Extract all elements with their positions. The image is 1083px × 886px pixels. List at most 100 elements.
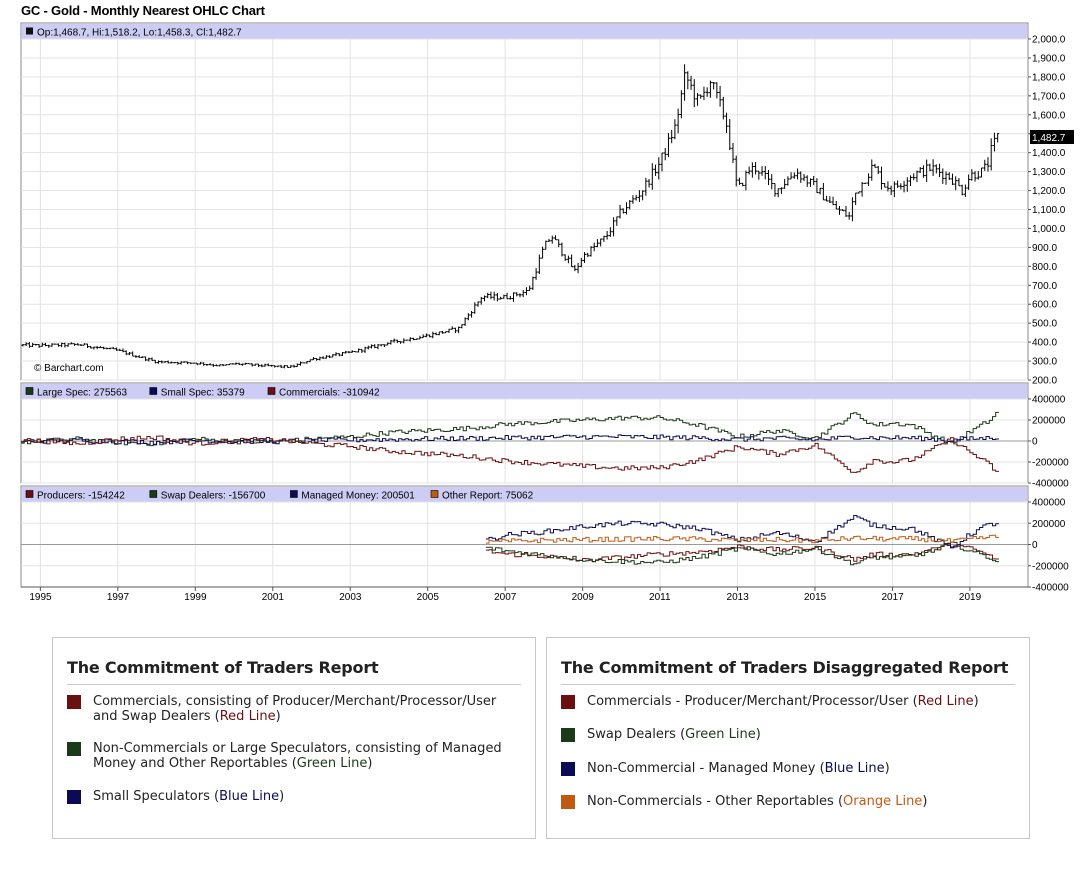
y-tick-label: 1,900.0 <box>1032 53 1066 64</box>
legend-text: Non-Commercial - Managed Money ( <box>587 761 825 776</box>
y-tick-label: 1,100.0 <box>1032 205 1066 216</box>
ohlc-bar <box>950 173 954 185</box>
legend-highlight: Blue Line <box>824 761 885 776</box>
panel-disagg: 400000 200000 0 -200000 -400000 Producers: -1… <box>20 485 1069 594</box>
disagg-legend-divider <box>561 684 1015 685</box>
y-tick-label: -400000 <box>1032 583 1069 594</box>
ohlc-bar <box>163 361 167 363</box>
y-tick-label: 400000 <box>1032 395 1066 406</box>
ohlc-bar <box>963 184 967 197</box>
price-info-label: Op:1,468.7, Hi:1,518.2, Lo:1,458.3, Cl:1… <box>37 28 242 39</box>
cot-legend-item: Non-Commercials or Large Speculators, co… <box>67 741 521 771</box>
ohlc-bar <box>263 363 267 367</box>
ohlc-bar <box>173 362 177 364</box>
cot-legend-item: Commercials, consisting of Producer/Merc… <box>67 694 521 724</box>
ohlc-bar <box>676 108 680 134</box>
ohlc-bar <box>579 257 583 268</box>
ohlc-bar <box>553 235 557 241</box>
ohlc-bar <box>144 356 148 362</box>
x-tick-label: 2007 <box>494 592 517 603</box>
ohlc-bar <box>944 171 948 185</box>
ohlc-bar <box>628 199 632 210</box>
ohlc-bar <box>702 86 706 101</box>
panel-header-bar <box>22 487 1027 502</box>
ohlc-bar <box>770 174 774 190</box>
disagg-legend-title: The Commitment of Traders Disaggregated … <box>561 658 1009 677</box>
ohlc-bar <box>796 168 800 180</box>
ohlc-bar <box>386 342 390 346</box>
ohlc-bar <box>980 167 984 178</box>
ohlc-bar <box>431 331 435 339</box>
ohlc-bar <box>602 235 606 242</box>
ohlc-bar <box>612 217 616 237</box>
ohlc-bar <box>111 346 115 350</box>
ohlc-bar <box>673 119 677 140</box>
ohlc-bar <box>470 310 474 318</box>
legend-tail: ) <box>367 756 373 771</box>
ohlc-bar <box>705 87 709 97</box>
ohlc-bar <box>605 230 609 240</box>
legend-highlight: Green Line <box>296 756 368 771</box>
y-tick-label: 2,000.0 <box>1032 35 1066 46</box>
ohlc-bar <box>831 196 835 206</box>
ohlc-bar <box>205 363 209 366</box>
ohlc-bar <box>350 350 354 353</box>
ohlc-bar <box>528 285 532 291</box>
ohlc-bar <box>799 171 803 183</box>
cot-legend-item: Small Speculators (Blue Line) <box>67 789 521 804</box>
ohlc-bar <box>179 361 183 365</box>
ohlc-bar <box>741 182 745 187</box>
ohlc-bar <box>654 164 658 176</box>
ohlc-bar <box>224 364 228 366</box>
ohlc-bar <box>615 216 619 226</box>
ohlc-bar <box>479 296 483 305</box>
ohlc-bar <box>825 195 829 202</box>
ohlc-bar <box>518 293 522 298</box>
panel-header-bar <box>22 24 1027 39</box>
ohlc-bar <box>521 289 525 298</box>
legend-swatch <box>561 728 575 742</box>
disagg-legend-item: Non-Commercials - Other Reportables (Ora… <box>561 794 1015 809</box>
ohlc-bar <box>967 174 971 190</box>
y-tick-label: 200000 <box>1032 519 1066 530</box>
ohlc-bar <box>228 363 232 366</box>
ohlc-bar <box>92 346 96 350</box>
ohlc-bar <box>634 194 638 201</box>
ohlc-bar <box>854 192 858 206</box>
ohlc-bar <box>121 348 125 353</box>
ohlc-bar <box>353 350 357 353</box>
ohlc-bar <box>608 227 612 237</box>
ohlc-bar <box>776 188 780 198</box>
ohlc-bar <box>757 170 761 180</box>
ohlc-bar <box>240 363 244 366</box>
ohlc-bar <box>863 182 867 184</box>
ohlc-bar <box>457 326 461 334</box>
ohlc-bar <box>721 96 725 120</box>
ohlc-bar <box>108 347 112 350</box>
ohlc-bar <box>150 357 154 361</box>
ohlc-bar <box>957 178 961 187</box>
last-price-label: 1,482.7 <box>1032 133 1066 144</box>
ohlc-bar <box>244 362 248 365</box>
ohlc-bar <box>576 262 580 274</box>
ohlc-bar <box>389 340 393 345</box>
ohlc-bar <box>686 71 690 90</box>
ohlc-bar <box>947 172 951 180</box>
ohlc-bar <box>27 341 31 348</box>
ohlc-bar <box>85 343 89 348</box>
y-tick-label: 1,000.0 <box>1032 224 1066 235</box>
ohlc-bar <box>266 363 270 367</box>
ohlc-bar <box>160 360 164 364</box>
ohlc-bar <box>231 363 235 365</box>
ohlc-bar <box>928 163 932 172</box>
ohlc-bar <box>508 295 512 300</box>
legend-highlight: Blue Line <box>219 789 280 804</box>
y-tick-label: 1,200.0 <box>1032 186 1066 197</box>
ohlc-bar <box>844 205 848 217</box>
ohlc-bar <box>156 360 160 364</box>
ohlc-bar <box>331 354 335 358</box>
ohlc-bar <box>699 94 703 99</box>
ohlc-bar <box>124 350 128 356</box>
ohlc-bar <box>883 183 887 188</box>
legend-highlight: Green Line <box>685 727 756 742</box>
